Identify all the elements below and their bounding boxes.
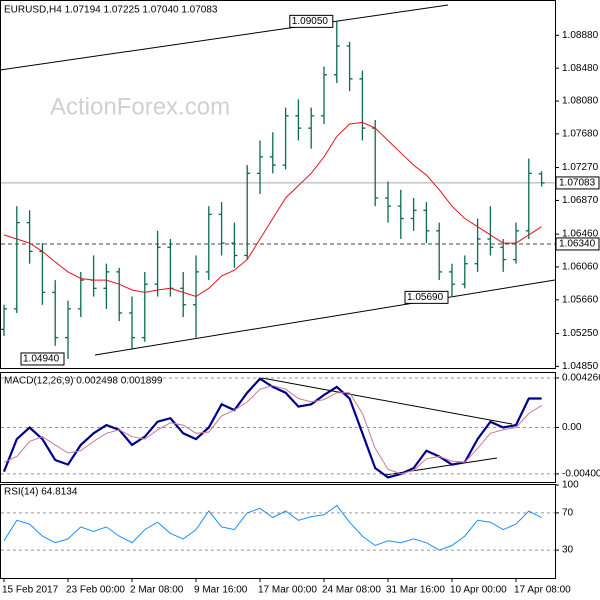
series-line (3, 385, 542, 475)
y-tick-label: 100 (562, 480, 579, 491)
y-tick-label: 1.06870 (562, 195, 599, 206)
y-tick-label: 1.06460 (562, 229, 599, 240)
x-tick-label: 24 Mar 08:00 (322, 585, 381, 596)
chart-title: EURUSD,H4 1.07194 1.07225 1.07040 1.0708… (4, 5, 218, 16)
annotation-box (289, 14, 334, 28)
x-tick-label: 23 Feb 00:00 (66, 585, 125, 596)
annotation-label: 1.05690 (407, 292, 444, 303)
rsi-title: RSI(14) 64.8134 (4, 487, 78, 498)
y-tick-label: 1.05660 (562, 294, 599, 305)
price-label: 1.07083 (559, 178, 596, 189)
x-tick-label: 10 Apr 00:00 (450, 585, 507, 596)
y-tick-label: 1.08880 (562, 30, 599, 41)
series-line (3, 121, 542, 298)
x-tick-label: 31 Mar 16:00 (386, 585, 445, 596)
y-tick-label: 1.04850 (562, 361, 599, 372)
series-line (2, 377, 542, 479)
rsi-panel (0, 484, 556, 579)
trend-line (0, 4, 449, 71)
price-label-box (555, 176, 600, 190)
y-tick-label: 1.08080 (562, 96, 599, 107)
series-line (3, 504, 542, 551)
y-tick-label: 0.004266 (562, 373, 600, 384)
watermark: ActionForex.com (50, 93, 230, 120)
annotation-label: 1.04940 (23, 354, 60, 365)
y-tick-label: 1.05250 (562, 328, 599, 339)
x-tick-label: 17 Apr 08:00 (514, 585, 571, 596)
annotation-box (404, 290, 449, 304)
x-tick-label: 15 Feb 2017 (2, 585, 59, 596)
trend-line (261, 377, 513, 425)
price-panel (0, 0, 556, 369)
y-tick-label: 1.07270 (562, 162, 599, 173)
macd-title: MACD(12,26,9) 0.002498 0.001899 (4, 376, 163, 387)
price-label: 1.06340 (559, 239, 596, 250)
annotation-box (20, 352, 65, 366)
trend-line (94, 279, 556, 356)
y-tick-label: 1.07680 (562, 129, 599, 140)
x-tick-label: 9 Mar 16:00 (194, 585, 248, 596)
y-tick-label: 0.00 (562, 422, 582, 433)
y-tick-label: 1.06060 (562, 262, 599, 273)
x-tick-label: 2 Mar 08:00 (130, 585, 184, 596)
x-tick-label: 17 Mar 00:00 (258, 585, 317, 596)
y-tick-label: 70 (562, 508, 574, 519)
annotation-label: 1.09050 (292, 16, 329, 27)
price-label-box (555, 237, 600, 251)
y-tick-label: 30 (562, 545, 574, 556)
y-tick-label: -0.004004 (562, 469, 600, 480)
y-tick-label: 1.08480 (562, 63, 599, 74)
